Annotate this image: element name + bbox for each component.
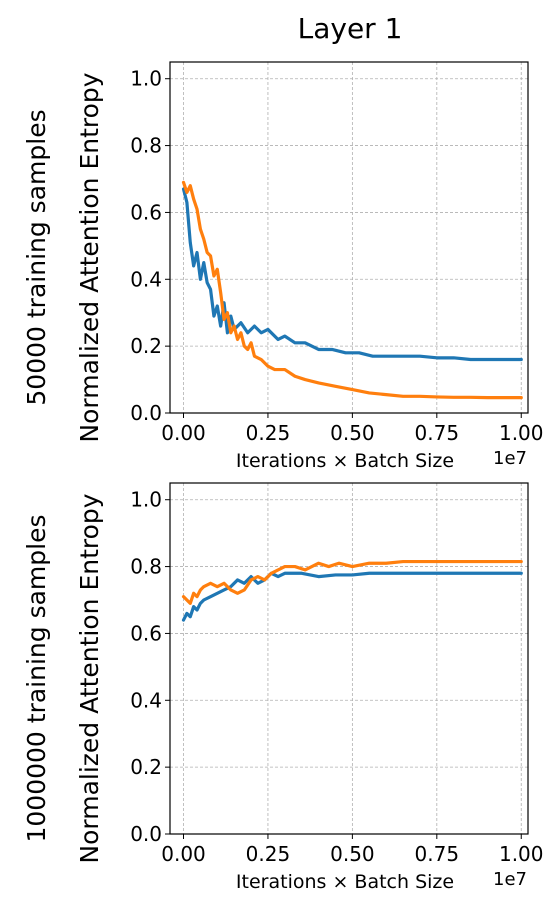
panel-1: 0.00 0.25 0.50 0.75 1.00 0.0 0.2 0.4 0.6 0.8 1.0 It… [22,61,543,472]
y-tick-label: 0.2 [130,334,162,358]
y-tick-label: 0.2 [130,755,162,779]
plot-frame [169,61,529,414]
series-line-1 [181,187,523,362]
y-tick-label: 0.0 [130,822,162,846]
y-tick-label: 1.0 [130,488,162,512]
x-tick-label: 0.25 [246,842,291,866]
plot-frame [169,482,529,835]
panel-2: 0.00 0.25 0.50 0.75 1.00 0.0 0.2 0.4 0.6 0.8 1.0 It… [22,482,543,893]
y-tick-label: 0.4 [130,688,162,712]
x-offset-label: 1e7 [493,448,527,469]
y-tick-label: 0.0 [130,401,162,425]
x-tick-label: 1.00 [499,421,543,445]
x-tick-label: 0.00 [161,842,206,866]
y-tick-label: 0.6 [130,621,162,645]
y-axis-label: Normalized Attention Entropy [75,72,104,442]
row-label: 50000 training samples [22,109,51,405]
x-tick-label: 0.50 [330,842,375,866]
figure-title: Layer 1 [298,12,403,45]
y-tick-label: 0.8 [130,134,162,158]
row-label: 1000000 training samples [22,514,51,842]
x-tick-label: 0.75 [415,842,460,866]
series-line-2 [181,559,523,605]
panels: 0.00 0.25 0.50 0.75 1.00 0.0 0.2 0.4 0.6 0.8 1.0 It… [22,61,543,893]
series-line-2 [181,180,523,400]
x-tick-label: 0.00 [161,421,206,445]
y-tick-label: 0.4 [130,267,162,291]
x-tick-label: 0.50 [330,421,375,445]
x-axis-label: Iterations × Batch Size [236,450,454,472]
x-offset-label: 1e7 [493,869,527,890]
y-axis-label: Normalized Attention Entropy [75,493,104,863]
x-tick-label: 0.25 [246,421,291,445]
y-tick-label: 0.6 [130,200,162,224]
y-tick-label: 0.8 [130,555,162,579]
y-tick-label: 1.0 [130,67,162,91]
x-axis-label: Iterations × Batch Size [236,871,454,893]
x-tick-label: 0.75 [415,421,460,445]
x-tick-label: 1.00 [499,842,543,866]
